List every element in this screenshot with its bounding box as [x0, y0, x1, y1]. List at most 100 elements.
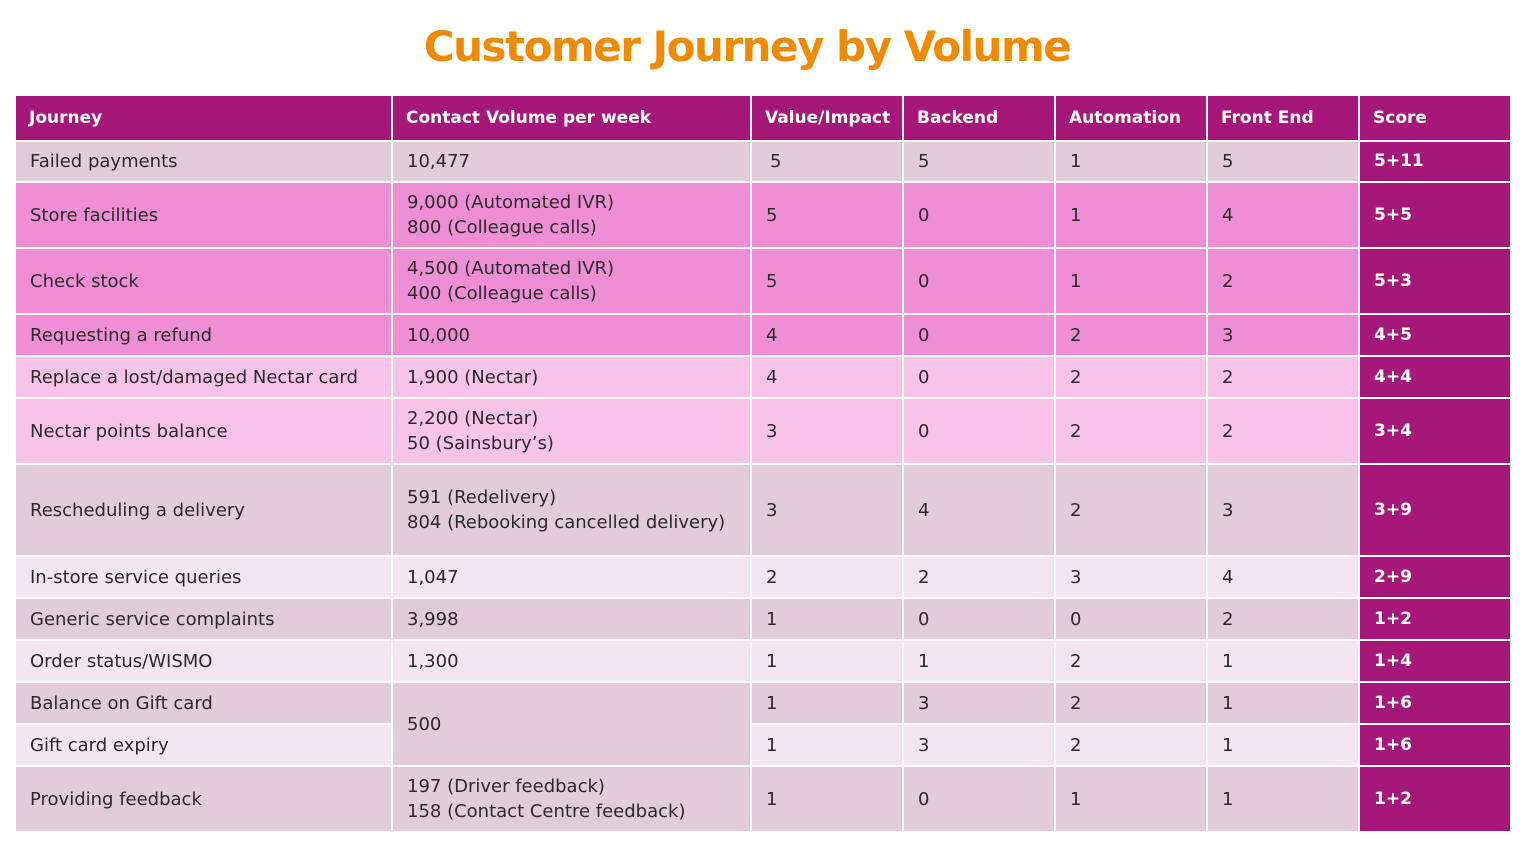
volume-line: 1,900 (Nectar) — [407, 366, 539, 388]
frontend-cell: 4 — [1206, 555, 1360, 599]
score-cell: 3+4 — [1358, 397, 1512, 465]
header-journey: Journey — [14, 94, 393, 142]
table-row: Nectar points balance 2,200 (Nectar) 50 … — [14, 397, 1512, 465]
frontend-cell: 2 — [1206, 247, 1360, 315]
journey-cell: In-store service queries — [14, 555, 393, 599]
volume-line: 804 (Rebooking cancelled delivery) — [407, 512, 726, 533]
backend-cell: 1 — [902, 639, 1056, 683]
volume-line: 10,000 — [407, 324, 470, 346]
volume-line: 1,047 — [407, 566, 459, 588]
header-score: Score — [1358, 94, 1512, 142]
automation-cell: 2 — [1054, 397, 1208, 465]
volume-line: 2,200 (Nectar) — [407, 408, 539, 429]
header-automation: Automation — [1054, 94, 1208, 142]
frontend-cell: 3 — [1206, 313, 1360, 357]
automation-cell: 2 — [1054, 355, 1208, 399]
value-cell: 4 — [750, 355, 904, 399]
automation-cell: 0 — [1054, 597, 1208, 641]
table-row: Check stock 4,500 (Automated IVR) 400 (C… — [14, 247, 1512, 315]
journey-cell: Replace a lost/damaged Nectar card — [14, 355, 393, 399]
header-row: Journey Contact Volume per week Value/Im… — [14, 94, 1512, 142]
frontend-cell: 4 — [1206, 181, 1360, 249]
volume-cell: 2,200 (Nectar) 50 (Sainsbury’s) — [391, 397, 752, 465]
frontend-cell: 2 — [1206, 597, 1360, 641]
automation-cell: 1 — [1054, 247, 1208, 315]
value-cell: 5 — [750, 140, 904, 183]
automation-cell: 1 — [1054, 140, 1208, 183]
automation-cell: 1 — [1054, 181, 1208, 249]
backend-cell: 3 — [902, 723, 1056, 767]
score-cell: 1+6 — [1358, 681, 1512, 725]
journey-cell: Balance on Gift card — [14, 681, 393, 725]
volume-cell: 1,047 — [391, 555, 752, 599]
volume-line: 800 (Colleague calls) — [407, 217, 597, 238]
table-row: Store facilities 9,000 (Automated IVR) 8… — [14, 181, 1512, 249]
table-row: Order status/WISMO 1,300 1 1 2 1 1+4 — [14, 639, 1512, 683]
volume-line: 591 (Redelivery) — [407, 487, 557, 508]
score-cell: 4+5 — [1358, 313, 1512, 357]
volume-line: 400 (Colleague calls) — [407, 283, 597, 304]
backend-cell: 5 — [902, 140, 1056, 183]
score-cell: 5+3 — [1358, 247, 1512, 315]
volume-cell: 1,900 (Nectar) — [391, 355, 752, 399]
journey-cell: Generic service complaints — [14, 597, 393, 641]
frontend-cell: 1 — [1206, 639, 1360, 683]
table-row: Gift card expiry 1 3 2 1 1+6 — [14, 723, 1512, 767]
backend-cell: 0 — [902, 397, 1056, 465]
journey-cell: Check stock — [14, 247, 393, 315]
volume-cell: 10,477 — [391, 140, 752, 183]
journey-cell: Rescheduling a delivery — [14, 463, 393, 557]
journey-cell: Store facilities — [14, 181, 393, 249]
value-cell: 1 — [750, 639, 904, 683]
value-cell: 1 — [750, 597, 904, 641]
journey-cell: Failed payments — [14, 140, 393, 183]
table-row: In-store service queries 1,047 2 2 3 4 2… — [14, 555, 1512, 599]
frontend-cell: 2 — [1206, 355, 1360, 399]
automation-cell: 2 — [1054, 681, 1208, 725]
volume-line: 197 (Driver feedback) — [407, 776, 605, 797]
table-row: Generic service complaints 3,998 1 0 0 2… — [14, 597, 1512, 641]
volume-line: 10,477 — [407, 151, 470, 172]
volume-line: 50 (Sainsbury’s) — [407, 433, 554, 454]
backend-cell: 0 — [902, 765, 1056, 833]
table-row: Rescheduling a delivery 591 (Redelivery)… — [14, 463, 1512, 557]
journey-table: Journey Contact Volume per week Value/Im… — [14, 94, 1512, 833]
journey-cell: Order status/WISMO — [14, 639, 393, 683]
header-value-impact: Value/Impact — [750, 94, 904, 142]
backend-cell: 0 — [902, 597, 1056, 641]
volume-cell: 4,500 (Automated IVR) 400 (Colleague cal… — [391, 247, 752, 315]
backend-cell: 0 — [902, 355, 1056, 399]
volume-line: 1,300 — [407, 650, 459, 672]
volume-line: 500 — [407, 713, 442, 735]
value-cell: 3 — [750, 463, 904, 557]
table-row: Balance on Gift card 500 1 3 2 1 1+6 — [14, 681, 1512, 767]
automation-cell: 2 — [1054, 723, 1208, 767]
score-cell: 1+4 — [1358, 639, 1512, 683]
automation-cell: 1 — [1054, 765, 1208, 833]
table-row: Requesting a refund 10,000 4 0 2 3 4+5 — [14, 313, 1512, 357]
score-cell: 1+6 — [1358, 723, 1512, 767]
frontend-cell: 3 — [1206, 463, 1360, 557]
volume-cell: 9,000 (Automated IVR) 800 (Colleague cal… — [391, 181, 752, 249]
value-cell: 4 — [750, 313, 904, 357]
header-volume: Contact Volume per week — [391, 94, 752, 142]
frontend-cell: 5 — [1206, 140, 1360, 183]
header-backend: Backend — [902, 94, 1056, 142]
value-cell: 1 — [750, 681, 904, 725]
volume-cell: 197 (Driver feedback) 158 (Contact Centr… — [391, 765, 752, 833]
automation-cell: 2 — [1054, 463, 1208, 557]
backend-cell: 3 — [902, 681, 1056, 725]
automation-cell: 2 — [1054, 639, 1208, 683]
value-cell: 5 — [750, 181, 904, 249]
frontend-cell: 1 — [1206, 765, 1360, 833]
score-cell: 1+2 — [1358, 597, 1512, 641]
volume-cell: 591 (Redelivery) 804 (Rebooking cancelle… — [391, 463, 752, 557]
score-cell: 5+11 — [1358, 140, 1512, 183]
journey-cell: Providing feedback — [14, 765, 393, 833]
table-row: Providing feedback 197 (Driver feedback)… — [14, 765, 1512, 833]
score-cell: 5+5 — [1358, 181, 1512, 249]
score-cell: 2+9 — [1358, 555, 1512, 599]
value-cell: 5 — [750, 247, 904, 315]
backend-cell: 0 — [902, 181, 1056, 249]
journey-cell: Nectar points balance — [14, 397, 393, 465]
